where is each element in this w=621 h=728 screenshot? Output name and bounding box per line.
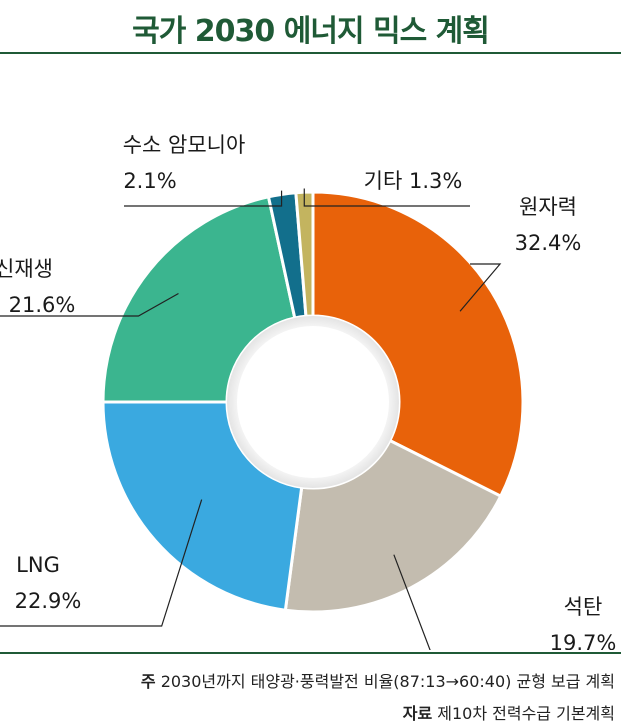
slice-label-5: 기타 1.3% (364, 169, 463, 193)
donut-hole-inner (237, 326, 389, 478)
chart-title: 국가 2030 에너지 믹스 계획 (132, 14, 490, 49)
slice-value-3: 21.6% (9, 293, 76, 317)
slice-label-4: 수소 암모니아 (123, 133, 246, 157)
title-divider (0, 52, 621, 54)
slice-value-0: 32.4% (515, 231, 582, 255)
leader-line-4 (124, 190, 283, 207)
footnote: 주 2030년까지 태양광·풍력발전 비율(87:13→60:40) 균형 보급… (141, 668, 615, 692)
source-note: 자료 제10차 전력수급 기본계획 (403, 700, 615, 724)
slice-value-2: 22.9% (15, 589, 82, 613)
slice-value-1: 19.7% (550, 631, 617, 650)
footnote-text: 2030년까지 태양광·풍력발전 비율(87:13→60:40) 균형 보급 계… (160, 672, 615, 691)
donut-chart: 원자력 32.4% 석탄 19.7% LNG 22.9% 신재생 21.6% 수소 암모니아 2.… (0, 133, 617, 650)
source-text: 제10차 전력수급 기본계획 (437, 704, 615, 723)
footnote-prefix: 주 (140, 672, 156, 691)
source-prefix: 자료 (402, 704, 433, 723)
slice-label-0: 원자력 (519, 195, 577, 219)
leader-line-2 (0, 499, 203, 627)
slice-label-3: 신재생 (0, 257, 53, 281)
slice-value-4: 2.1% (123, 169, 176, 193)
leader-line-1 (393, 554, 431, 650)
footer-divider (0, 652, 621, 654)
leader-line-3 (0, 293, 179, 317)
leader-line-0 (459, 263, 502, 312)
slice-label-2: LNG (16, 553, 60, 577)
leader-line-5 (303, 188, 470, 207)
slice-label-1: 석탄 (564, 595, 603, 619)
